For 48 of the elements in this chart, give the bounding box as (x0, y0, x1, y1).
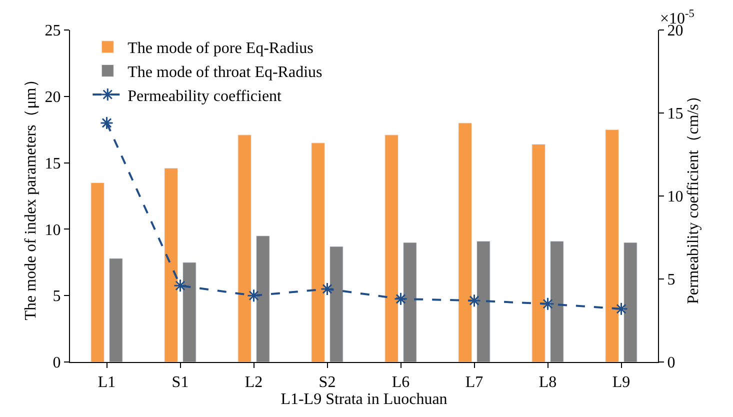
y-tick-label: 15 (44, 155, 61, 172)
bar (403, 242, 417, 362)
legend-label: The mode of pore Eq-Radius (128, 40, 314, 58)
x-tick-label: L2 (244, 374, 263, 392)
x-tick-label: S2 (318, 374, 336, 392)
y-tick-label: 20 (44, 89, 61, 106)
bar (311, 142, 325, 362)
y-tick-label: 10 (44, 222, 61, 239)
bar (458, 122, 472, 362)
y2-axis-title: Permeability coefficient（cm/s） (684, 88, 702, 304)
point (541, 297, 554, 311)
bar (605, 129, 619, 362)
bar (238, 134, 252, 362)
y2-tick-label: 10 (667, 188, 684, 206)
x-tick-label: L8 (538, 374, 557, 392)
point (468, 294, 481, 308)
x-axis-title: L1-L9 Strata in Luochuan (280, 391, 448, 408)
x-tick-label: L6 (392, 374, 410, 392)
legend-label: The mode of throat Eq-Radius (128, 64, 322, 81)
bar (164, 168, 178, 362)
point (320, 282, 334, 296)
y-axis-title: The mode of index parameters（μm） (22, 72, 40, 320)
bar (624, 242, 638, 362)
y2-tick-label: 5 (667, 272, 676, 289)
x-tick-label: L1 (98, 374, 116, 392)
y-tick-label: 25 (44, 22, 61, 40)
x-tick-label: L9 (612, 374, 630, 392)
bar (330, 246, 344, 362)
x-tick-label: S1 (172, 374, 189, 392)
bar (256, 236, 270, 362)
point (100, 116, 114, 130)
bar (109, 258, 123, 362)
y-tick-label: 5 (52, 288, 61, 306)
bar (90, 182, 104, 362)
legend-label: Permeability coefficient (128, 88, 282, 105)
point (394, 292, 408, 306)
point (247, 288, 260, 302)
bar (182, 262, 196, 362)
bar (384, 134, 398, 362)
y2-tick-label: 15 (667, 106, 684, 123)
bar (532, 144, 546, 362)
x-tick-label: L7 (465, 374, 484, 392)
bar (476, 240, 490, 362)
y-tick-label: 0 (52, 354, 61, 372)
bar (550, 240, 564, 362)
point (174, 278, 187, 292)
y2-tick-label: 0 (667, 354, 676, 372)
point (614, 302, 628, 316)
